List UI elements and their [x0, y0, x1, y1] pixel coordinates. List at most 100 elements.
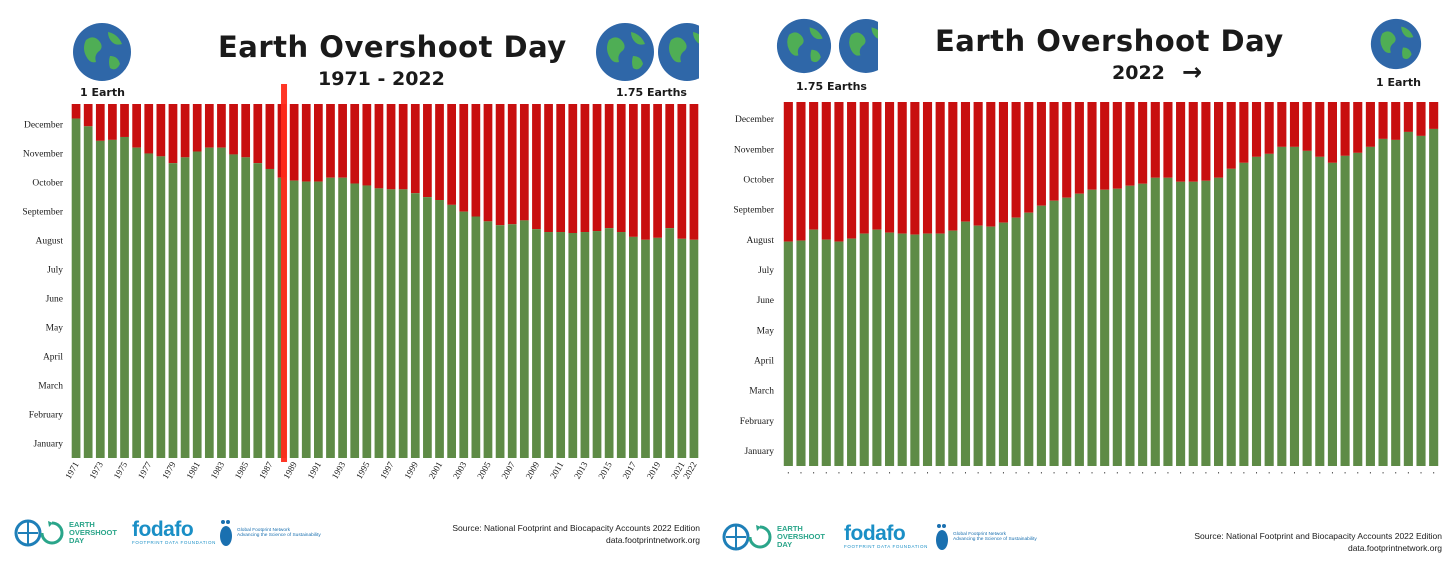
earth-count-label-left: 1.75 Earths [796, 80, 867, 93]
overshoot-bar-red [495, 104, 505, 226]
year-tick-label: 1975 [112, 460, 130, 481]
month-tick-label: October [743, 175, 774, 185]
overshoot-bar-red [604, 104, 614, 229]
overshoot-bar-green [108, 139, 117, 458]
overshoot-bar-red [556, 104, 566, 233]
overshoot-bar-green [459, 211, 469, 458]
overshoot-bar-red [532, 104, 541, 230]
overshoot-bar-green [783, 241, 793, 466]
x-tick-mark [952, 472, 954, 474]
x-tick-mark [1369, 472, 1371, 474]
overshoot-bar-red [1138, 102, 1148, 184]
x-tick-mark [977, 472, 979, 474]
overshoot-bar-green [241, 157, 251, 458]
overshoot-bar-red [1353, 102, 1363, 153]
overshoot-bar-red [1251, 102, 1262, 157]
overshoot-bar-red [872, 102, 882, 230]
overshoot-bar-green [677, 238, 687, 458]
overshoot-bar-green [948, 230, 958, 466]
overshoot-bar-green [350, 183, 360, 459]
year-tick-label: 1997 [378, 460, 396, 481]
x-tick-mark [1433, 472, 1435, 474]
overshoot-bar-red [1087, 102, 1097, 190]
overshoot-bar-green [1036, 205, 1046, 466]
overshoot-bar-green [922, 233, 933, 466]
overshoot-bar-green [1251, 156, 1262, 467]
overshoot-bar-red [885, 102, 895, 233]
overshoot-bar-green [1302, 150, 1312, 466]
panel-divider [712, 0, 718, 568]
overshoot-bar-green [374, 188, 384, 458]
overshoot-bar-green [1062, 197, 1072, 466]
year-tick-label: 1991 [305, 460, 323, 481]
overshoot-bar-red [1289, 102, 1300, 147]
x-tick-mark [876, 472, 878, 474]
x-tick-mark [1066, 472, 1068, 474]
x-tick-mark [1078, 472, 1080, 474]
overshoot-chart-2022: January February March April May June July Augu… [733, 102, 1439, 474]
overshoot-bar-green [1112, 188, 1122, 466]
chart-title: Earth Overshoot Day [218, 30, 567, 64]
overshoot-bar-green [1378, 138, 1388, 467]
month-tick-label: January [33, 440, 63, 450]
year-tick-label: 2001 [427, 460, 445, 481]
month-tick-label: March [38, 382, 63, 392]
overshoot-bar-green [1277, 146, 1287, 466]
month-tick-label: September [733, 206, 774, 216]
overshoot-bar-red [1226, 102, 1236, 169]
x-tick-mark [1015, 472, 1017, 474]
chart-subtitle: 1971 - 2022 [318, 68, 445, 90]
x-tick-mark [800, 472, 802, 474]
overshoot-bar-green [897, 233, 907, 466]
year-tick-label: 1989 [281, 460, 299, 481]
x-tick-mark [1192, 472, 1194, 474]
footprint-icon [220, 520, 232, 546]
overshoot-bar-red [809, 102, 819, 230]
gfn-name: Global Footprint Network [237, 527, 291, 533]
year-tick-label: 1971 [63, 460, 81, 481]
x-tick-mark [1129, 472, 1131, 474]
year-tick-label: 1993 [330, 460, 348, 481]
fodafo-subtitle: FOOTPRINT DATA FOUNDATION [132, 540, 216, 545]
overshoot-bar-red [83, 104, 93, 127]
overshoot-bar-green [386, 189, 396, 458]
overshoot-bar-red [834, 102, 844, 242]
x-tick-mark [1053, 472, 1055, 474]
overshoot-bar-green [580, 232, 590, 458]
overshoot-bar-green [435, 200, 444, 459]
overshoot-bar-red [326, 104, 335, 178]
month-tick-label: June [46, 295, 63, 305]
overshoot-bar-green [1391, 139, 1401, 467]
overshoot-bar-red [641, 104, 650, 240]
x-tick-mark [1357, 472, 1359, 474]
x-tick-mark [990, 472, 992, 474]
overshoot-chart-1971-2022: January February March April May June July Augu… [22, 84, 699, 481]
overshoot-bar-red [459, 104, 469, 212]
overshoot-bar-red [1302, 102, 1312, 151]
overshoot-bar-red [1036, 102, 1046, 206]
overshoot-bar-green [132, 147, 141, 458]
overshoot-bar-green [471, 216, 481, 458]
overshoot-bar-red [1403, 102, 1413, 132]
overshoot-bar-green [872, 229, 882, 466]
overshoot-bar-red [483, 104, 493, 222]
overshoot-bar-green [1176, 181, 1186, 466]
overshoot-bar-red [338, 104, 347, 178]
overshoot-bar-green [495, 225, 505, 458]
overshoot-bar-red [447, 104, 456, 205]
overshoot-bar-green [960, 221, 971, 466]
x-tick-mark [825, 472, 827, 474]
overshoot-bar-red [568, 104, 578, 233]
overshoot-bar-green [1074, 193, 1084, 467]
overshoot-bar-green [253, 163, 263, 459]
overshoot-bar-red [95, 104, 105, 141]
overshoot-bar-green [1188, 181, 1198, 466]
overshoot-bar-green [1138, 183, 1148, 467]
month-tick-label: May [757, 326, 775, 336]
year-tick-label: 2017 [620, 460, 638, 481]
overshoot-bar-green [265, 168, 275, 458]
overshoot-bar-red [156, 104, 166, 157]
overshoot-bar-green [338, 177, 347, 458]
overshoot-bar-green [986, 226, 996, 466]
overshoot-bar-green [1340, 155, 1350, 466]
